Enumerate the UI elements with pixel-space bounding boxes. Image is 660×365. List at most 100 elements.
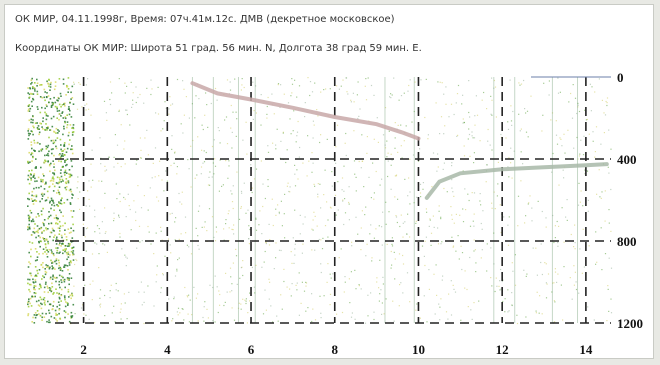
noise-point	[589, 134, 590, 135]
noise-point	[320, 134, 321, 135]
noise-point	[379, 293, 380, 294]
noise-point	[38, 215, 40, 217]
noise-point	[275, 148, 276, 149]
noise-point	[51, 198, 53, 200]
noise-point	[58, 294, 60, 296]
noise-point	[53, 202, 55, 204]
noise-point	[34, 228, 36, 230]
noise-point	[40, 186, 42, 188]
noise-point	[277, 129, 278, 130]
noise-point	[230, 128, 231, 129]
noise-point	[57, 132, 59, 134]
noise-point	[119, 233, 120, 234]
noise-point	[35, 200, 37, 202]
noise-point	[52, 286, 54, 288]
noise-point	[55, 319, 57, 321]
noise-point	[246, 298, 247, 299]
noise-point	[582, 273, 583, 274]
noise-point	[110, 104, 111, 105]
noise-point	[581, 190, 582, 191]
noise-point	[161, 231, 162, 232]
noise-point	[349, 302, 350, 303]
noise-point	[508, 176, 509, 177]
noise-point	[40, 179, 42, 181]
noise-point	[68, 77, 70, 79]
noise-point	[159, 161, 160, 162]
noise-point	[426, 237, 427, 238]
noise-point	[51, 153, 53, 155]
noise-point	[34, 87, 36, 89]
noise-point	[507, 225, 508, 226]
noise-point	[266, 114, 267, 115]
noise-point	[34, 150, 36, 152]
noise-point	[455, 292, 456, 293]
noise-point	[447, 319, 448, 320]
noise-point	[426, 79, 427, 80]
noise-point	[320, 239, 321, 240]
noise-point	[555, 237, 556, 238]
noise-point	[48, 102, 50, 104]
noise-point	[451, 237, 452, 238]
noise-point	[399, 226, 400, 227]
noise-point	[557, 144, 558, 145]
noise-point	[139, 241, 140, 242]
noise-point	[266, 310, 267, 311]
noise-point	[92, 253, 93, 254]
noise-point	[62, 249, 64, 251]
noise-point	[121, 124, 122, 125]
noise-point	[463, 123, 464, 124]
noise-point	[158, 87, 159, 88]
noise-point	[39, 288, 41, 290]
noise-point	[63, 117, 65, 119]
noise-point	[58, 154, 60, 156]
noise-point	[335, 195, 336, 196]
noise-point	[291, 78, 292, 79]
noise-point	[469, 134, 470, 135]
noise-point	[442, 82, 443, 83]
noise-point	[593, 141, 594, 142]
noise-point	[605, 114, 606, 115]
noise-point	[29, 176, 31, 178]
noise-point	[45, 227, 47, 229]
noise-point	[461, 103, 462, 104]
noise-point	[56, 263, 58, 265]
noise-point	[479, 200, 480, 201]
noise-point	[32, 88, 34, 90]
noise-point	[182, 192, 183, 193]
noise-point	[36, 195, 38, 197]
noise-point	[31, 101, 33, 103]
noise-point	[474, 214, 475, 215]
noise-point	[68, 251, 70, 253]
noise-point	[388, 153, 389, 154]
noise-point	[118, 111, 119, 112]
noise-point	[324, 295, 325, 296]
noise-point	[66, 151, 68, 153]
noise-point	[538, 201, 539, 202]
noise-point	[156, 233, 157, 234]
noise-point	[28, 193, 30, 195]
noise-point	[498, 286, 499, 287]
noise-point	[46, 106, 48, 108]
noise-point	[296, 135, 297, 136]
noise-point	[416, 221, 417, 222]
noise-point	[475, 262, 476, 263]
noise-point	[332, 273, 333, 274]
noise-point	[472, 135, 473, 136]
noise-point	[72, 295, 74, 297]
noise-point	[440, 243, 441, 244]
noise-point	[420, 318, 421, 319]
noise-point	[311, 172, 312, 173]
noise-point	[320, 263, 321, 264]
noise-point	[564, 242, 565, 243]
noise-point	[32, 317, 34, 319]
noise-point	[311, 321, 312, 322]
noise-point	[399, 305, 400, 306]
noise-point	[296, 289, 297, 290]
noise-point	[59, 275, 61, 277]
noise-point	[58, 252, 60, 254]
noise-point	[196, 228, 197, 229]
noise-point	[356, 190, 357, 191]
noise-point	[439, 205, 440, 206]
noise-point	[438, 304, 439, 305]
noise-point	[511, 125, 512, 126]
